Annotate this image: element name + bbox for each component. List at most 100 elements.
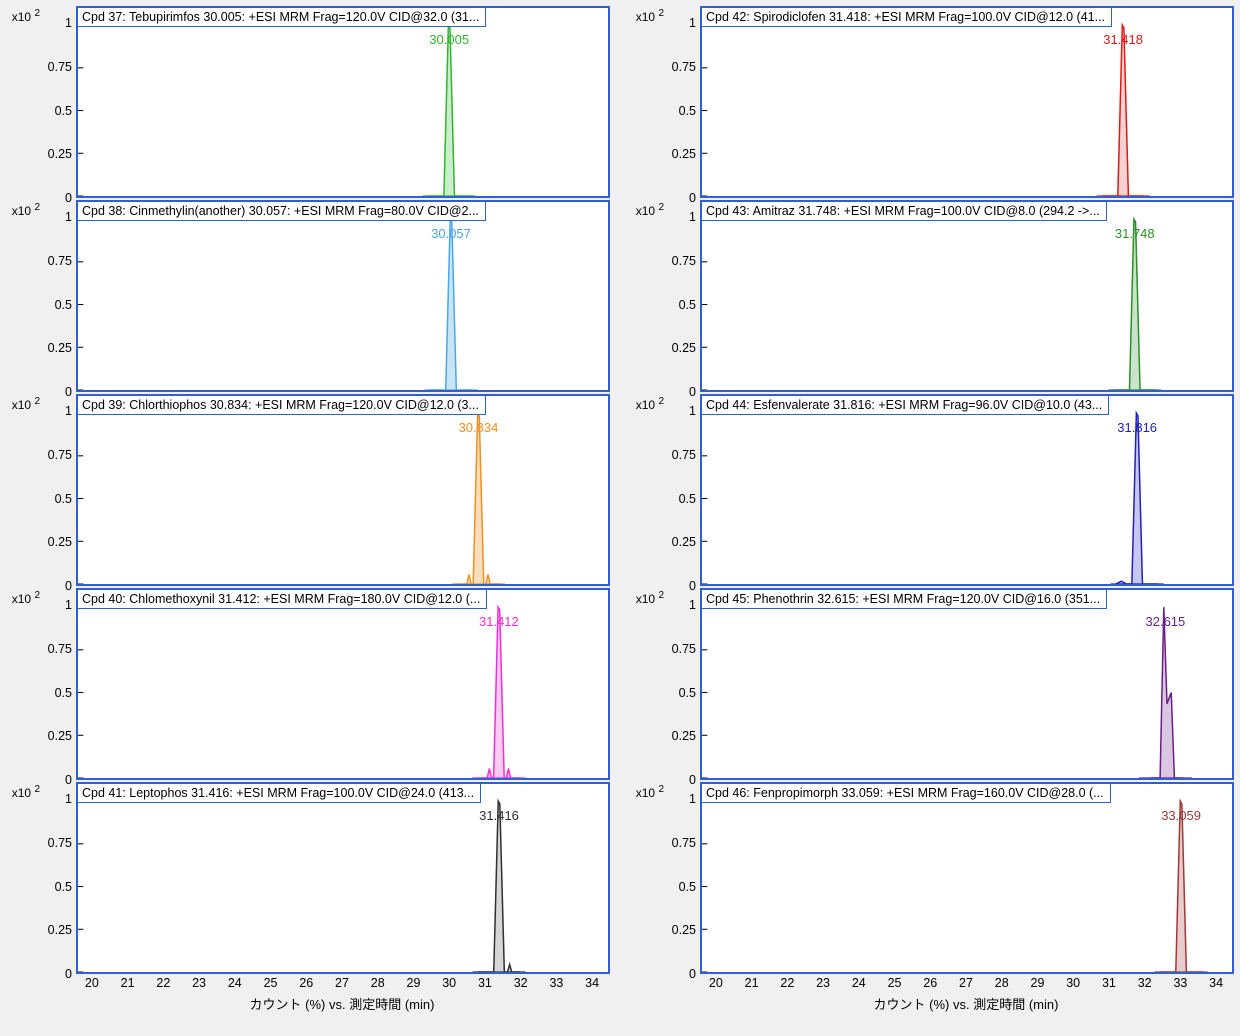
chromatogram-panel: x10 200.250.50.751Cpd 39: Chlorthiophos … [6,394,610,586]
y-mult-exp: 2 [658,396,664,407]
x-tick-label: 34 [1209,976,1223,990]
y-tick-label: 0 [65,967,72,981]
y-mult-base: x10 [12,786,31,800]
y-multiplier-label: x10 2 [6,6,42,198]
y-multiplier-label: x10 2 [630,782,666,974]
peak-rt-label: 30.057 [431,226,471,241]
x-tick-label: 26 [923,976,937,990]
y-multiplier-label: x10 2 [6,394,42,586]
y-tick-label: 0.75 [672,836,696,850]
y-tick-label: 0.25 [48,729,72,743]
y-axis-ticks: 00.250.50.751 [42,394,76,586]
y-axis-ticks: 00.250.50.751 [42,588,76,780]
x-tick-label: 25 [888,976,902,990]
x-tick-label: 30 [442,976,456,990]
y-mult-exp: 2 [658,590,664,601]
y-tick-label: 0.25 [48,341,72,355]
chromatogram-panel: x10 200.250.50.751Cpd 43: Amitraz 31.748… [630,200,1234,392]
y-tick-label: 0.25 [672,729,696,743]
y-tick-label: 0.25 [672,535,696,549]
y-mult-base: x10 [12,398,31,412]
y-multiplier-label: x10 2 [630,394,666,586]
peak-trace [702,8,1232,196]
chromatogram-plot[interactable]: Cpd 39: Chlorthiophos 30.834: +ESI MRM F… [76,394,610,586]
y-tick-label: 0.5 [679,104,696,118]
chromatogram-plot[interactable]: Cpd 46: Fenpropimorph 33.059: +ESI MRM F… [700,782,1234,974]
y-tick-label: 1 [65,16,72,30]
y-mult-base: x10 [12,592,31,606]
panel-title: Cpd 45: Phenothrin 32.615: +ESI MRM Frag… [702,590,1107,609]
x-tick-label: 21 [745,976,759,990]
x-tick-label: 32 [1138,976,1152,990]
y-tick-label: 1 [689,598,696,612]
chromatogram-plot[interactable]: Cpd 38: Cinmethylin(another) 30.057: +ES… [76,200,610,392]
y-tick-label: 0.25 [48,147,72,161]
y-tick-label: 0.25 [672,147,696,161]
y-mult-exp: 2 [34,784,40,795]
x-tick-label: 33 [549,976,563,990]
peak-trace [78,590,608,778]
y-tick-label: 0.75 [48,254,72,268]
chromatogram-panel: x10 200.250.50.751Cpd 45: Phenothrin 32.… [630,588,1234,780]
y-tick-label: 1 [689,16,696,30]
panel-title: Cpd 46: Fenpropimorph 33.059: +ESI MRM F… [702,784,1111,803]
y-multiplier-label: x10 2 [6,200,42,392]
chromatogram-plot[interactable]: Cpd 40: Chlomethoxynil 31.412: +ESI MRM … [76,588,610,780]
x-tick-label: 29 [407,976,421,990]
panel-title: Cpd 42: Spirodiclofen 31.418: +ESI MRM F… [702,8,1112,27]
y-tick-label: 0.5 [679,686,696,700]
peak-rt-label: 31.816 [1117,420,1157,435]
y-tick-label: 0.25 [48,923,72,937]
peak-trace [78,396,608,584]
x-tick-label: 33 [1173,976,1187,990]
chromatogram-plot[interactable]: Cpd 43: Amitraz 31.748: +ESI MRM Frag=10… [700,200,1234,392]
y-multiplier-label: x10 2 [6,588,42,780]
peak-rt-label: 31.416 [479,808,519,823]
y-mult-base: x10 [636,398,655,412]
y-multiplier-label: x10 2 [630,588,666,780]
y-tick-label: 1 [65,792,72,806]
panel-title: Cpd 44: Esfenvalerate 31.816: +ESI MRM F… [702,396,1109,415]
y-multiplier-label: x10 2 [6,782,42,974]
chromatogram-panel: x10 200.250.50.751Cpd 41: Leptophos 31.4… [6,782,610,974]
y-axis-ticks: 00.250.50.751 [42,200,76,392]
chromatogram-panel: x10 200.250.50.751Cpd 46: Fenpropimorph … [630,782,1234,974]
peak-trace [78,8,608,196]
y-axis-ticks: 00.250.50.751 [42,6,76,198]
y-tick-label: 0.75 [672,254,696,268]
x-tick-label: 26 [299,976,313,990]
y-mult-exp: 2 [658,8,664,19]
y-tick-label: 0.25 [672,341,696,355]
chromatogram-panel: x10 200.250.50.751Cpd 40: Chlomethoxynil… [6,588,610,780]
panel-title: Cpd 41: Leptophos 31.416: +ESI MRM Frag=… [78,784,481,803]
x-tick-label: 28 [371,976,385,990]
y-multiplier-label: x10 2 [630,6,666,198]
x-tick-label: 21 [121,976,135,990]
peak-rt-label: 31.418 [1103,32,1143,47]
y-tick-label: 0.25 [48,535,72,549]
x-axis-label: カウント (%) vs. 測定時間 (min) [250,994,435,1013]
x-tick-label: 25 [264,976,278,990]
y-tick-label: 0.75 [48,60,72,74]
peak-rt-label: 31.748 [1115,226,1155,241]
y-tick-label: 1 [65,210,72,224]
y-tick-label: 0.5 [679,298,696,312]
x-tick-label: 22 [156,976,170,990]
y-tick-label: 0.75 [48,448,72,462]
chromatogram-plot[interactable]: Cpd 42: Spirodiclofen 31.418: +ESI MRM F… [700,6,1234,198]
y-tick-label: 0.75 [48,642,72,656]
y-axis-ticks: 00.250.50.751 [666,782,700,974]
y-tick-label: 1 [65,404,72,418]
peak-rt-label: 30.834 [459,420,499,435]
y-mult-base: x10 [12,10,31,24]
y-tick-label: 0.5 [55,686,72,700]
chromatogram-plot[interactable]: Cpd 37: Tebupirimfos 30.005: +ESI MRM Fr… [76,6,610,198]
peak-rt-label: 32.615 [1146,614,1186,629]
chromatogram-grid: x10 200.250.50.751Cpd 37: Tebupirimfos 3… [6,6,1234,1020]
x-tick-label: 23 [192,976,206,990]
y-tick-label: 0 [689,967,696,981]
y-tick-label: 0.25 [672,923,696,937]
chromatogram-plot[interactable]: Cpd 44: Esfenvalerate 31.816: +ESI MRM F… [700,394,1234,586]
chromatogram-plot[interactable]: Cpd 45: Phenothrin 32.615: +ESI MRM Frag… [700,588,1234,780]
chromatogram-plot[interactable]: Cpd 41: Leptophos 31.416: +ESI MRM Frag=… [76,782,610,974]
